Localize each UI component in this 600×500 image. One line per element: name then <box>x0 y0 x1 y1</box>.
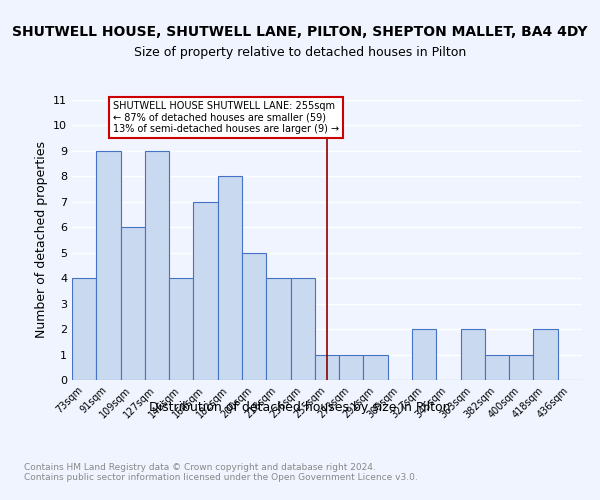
Bar <box>121 228 145 380</box>
Text: Distribution of detached houses by size in Pilton: Distribution of detached houses by size … <box>149 401 451 414</box>
Bar <box>193 202 218 380</box>
Bar <box>461 329 485 380</box>
Bar <box>485 354 509 380</box>
Y-axis label: Number of detached properties: Number of detached properties <box>35 142 47 338</box>
Bar <box>266 278 290 380</box>
Bar <box>96 151 121 380</box>
Text: Size of property relative to detached houses in Pilton: Size of property relative to detached ho… <box>134 46 466 59</box>
Text: SHUTWELL HOUSE, SHUTWELL LANE, PILTON, SHEPTON MALLET, BA4 4DY: SHUTWELL HOUSE, SHUTWELL LANE, PILTON, S… <box>12 26 588 40</box>
Bar <box>315 354 339 380</box>
Text: Contains HM Land Registry data © Crown copyright and database right 2024.
Contai: Contains HM Land Registry data © Crown c… <box>24 462 418 482</box>
Bar <box>218 176 242 380</box>
Bar <box>242 252 266 380</box>
Bar <box>72 278 96 380</box>
Text: SHUTWELL HOUSE SHUTWELL LANE: 255sqm
← 87% of detached houses are smaller (59)
1: SHUTWELL HOUSE SHUTWELL LANE: 255sqm ← 8… <box>113 102 340 134</box>
Bar <box>339 354 364 380</box>
Bar <box>290 278 315 380</box>
Bar <box>364 354 388 380</box>
Bar <box>509 354 533 380</box>
Bar <box>145 151 169 380</box>
Bar <box>533 329 558 380</box>
Bar <box>412 329 436 380</box>
Bar <box>169 278 193 380</box>
